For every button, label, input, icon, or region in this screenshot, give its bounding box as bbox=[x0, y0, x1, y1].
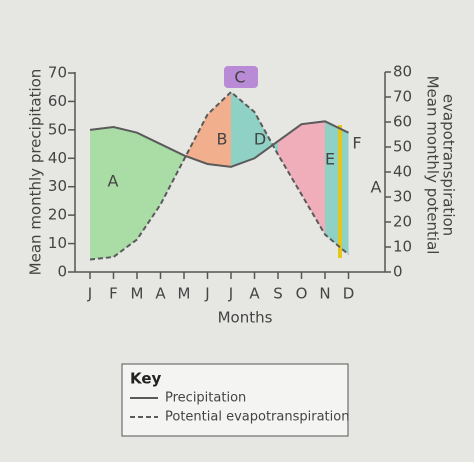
y2-tick-label: 0 bbox=[393, 263, 403, 281]
y-tick-label: 70 bbox=[48, 64, 67, 82]
y2-tick-label: 30 bbox=[393, 188, 412, 206]
region bbox=[231, 92, 255, 167]
y2-tick-label: 50 bbox=[393, 138, 412, 156]
y-tick-label: 30 bbox=[48, 177, 67, 195]
region bbox=[207, 92, 231, 167]
x-tick-label: J bbox=[228, 285, 233, 303]
series-line bbox=[89, 90, 350, 261]
region-label: A bbox=[108, 172, 119, 191]
y-tick-label: 40 bbox=[48, 149, 67, 167]
y-tick-label: 60 bbox=[48, 92, 67, 110]
y2-tick-label: 10 bbox=[393, 238, 412, 256]
y2-tick-label: 70 bbox=[393, 88, 412, 106]
y2-axis-title: Mean monthly potential bbox=[424, 76, 442, 255]
region bbox=[184, 114, 208, 164]
x-tick-label: O bbox=[296, 285, 308, 303]
region bbox=[325, 121, 349, 255]
y2-axis-title: evapotranspiration bbox=[440, 94, 458, 236]
region bbox=[278, 124, 302, 195]
region bbox=[301, 121, 325, 235]
region bbox=[113, 127, 137, 257]
legend bbox=[121, 363, 349, 437]
x-tick-label: J bbox=[204, 285, 209, 303]
region-label: D bbox=[254, 130, 266, 149]
region-label: F bbox=[352, 134, 361, 153]
y-tick-label: 0 bbox=[57, 263, 67, 281]
y2-tick-label: 20 bbox=[393, 213, 412, 231]
y-axis-title: Mean monthly precipitation bbox=[27, 69, 45, 276]
x-tick-label: D bbox=[343, 285, 355, 303]
region bbox=[90, 127, 114, 260]
y-tick-label: 50 bbox=[48, 120, 67, 138]
y-tick-label: 20 bbox=[48, 206, 67, 224]
region-label: E bbox=[325, 150, 335, 169]
x-tick-label: A bbox=[249, 285, 260, 303]
x-tick-label: M bbox=[131, 285, 144, 303]
x-axis-title: Months bbox=[218, 309, 273, 327]
x-tick-label: J bbox=[87, 285, 92, 303]
areas bbox=[90, 92, 349, 260]
legend-title: Key bbox=[130, 370, 162, 388]
x-tick-label: A bbox=[155, 285, 166, 303]
x-tick-label: F bbox=[109, 285, 118, 303]
x-tick-label: N bbox=[319, 285, 330, 303]
legend-label: Potential evapotranspiration bbox=[165, 410, 349, 425]
region-label: B bbox=[217, 130, 228, 149]
y2-tick-label: 60 bbox=[393, 113, 412, 131]
x-tick-label: M bbox=[178, 285, 191, 303]
region-label: A bbox=[371, 178, 382, 197]
y-tick-label: 10 bbox=[48, 234, 67, 252]
legend-label: Precipitation bbox=[165, 391, 246, 406]
series-line bbox=[89, 120, 349, 168]
x-tick-label: S bbox=[273, 285, 283, 303]
region bbox=[160, 144, 184, 205]
region-c-box bbox=[224, 66, 258, 88]
region-label: C bbox=[234, 68, 245, 87]
y2-tick-label: 40 bbox=[393, 163, 412, 181]
y2-tick-label: 80 bbox=[393, 63, 412, 81]
